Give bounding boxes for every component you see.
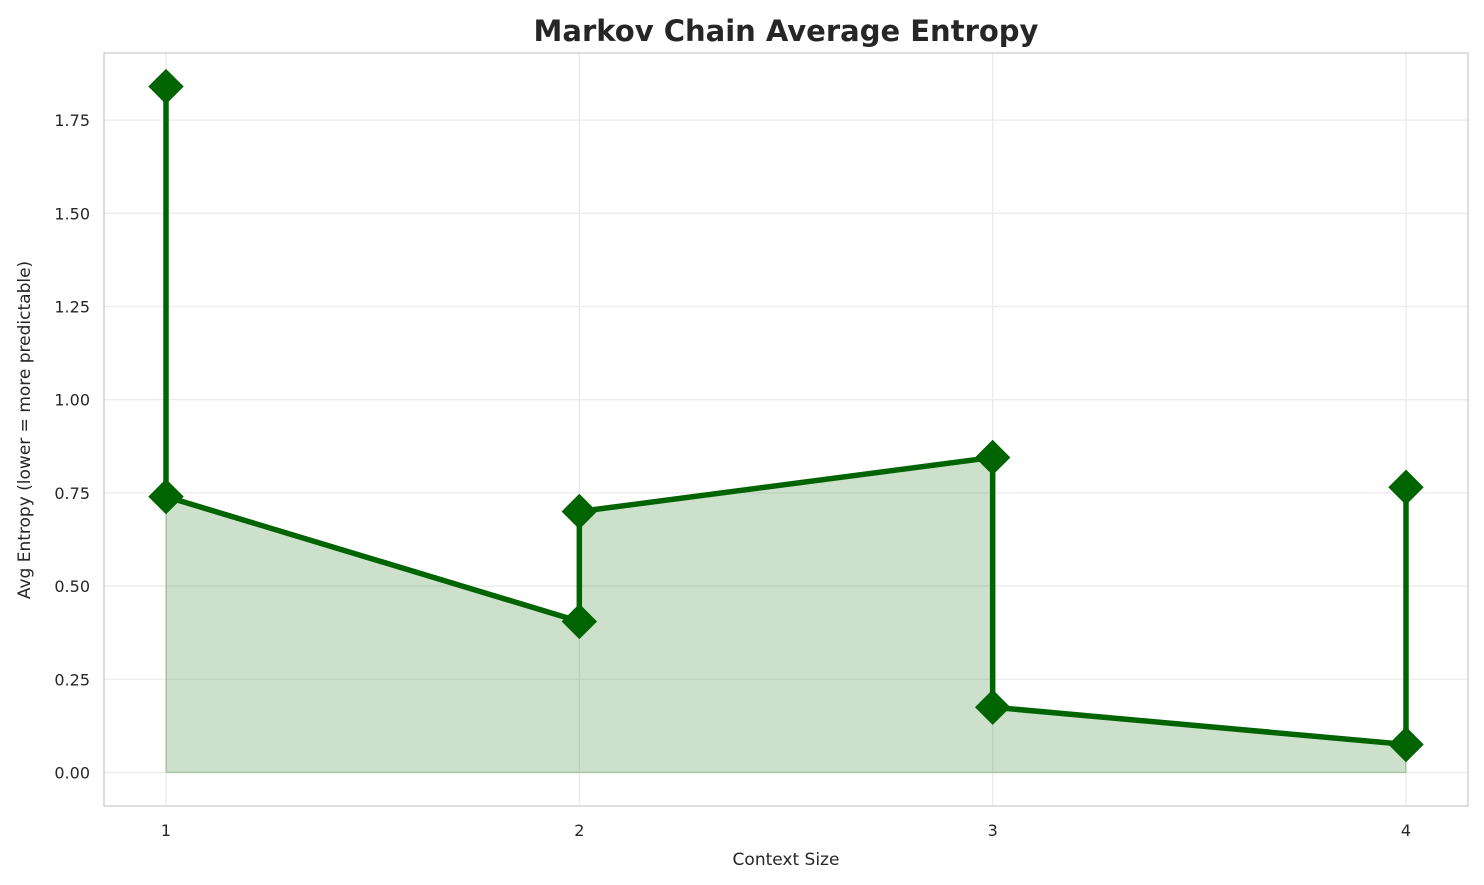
y-tick-label: 0.00 <box>54 763 90 782</box>
grid-lines <box>104 53 1468 806</box>
y-tick-label: 1.50 <box>54 204 90 223</box>
data-point-marker-7 <box>1388 726 1424 763</box>
y-tick-label: 0.50 <box>54 577 90 596</box>
y-tick-label: 1.75 <box>54 111 90 130</box>
plot-frame <box>103 52 1469 807</box>
data-point-marker-4 <box>561 493 598 530</box>
data-point-marker-6 <box>974 689 1011 725</box>
chart-title: Markov Chain Average Entropy <box>534 14 1039 48</box>
x-tick-label: 3 <box>988 821 998 840</box>
x-axis-label: Context Size <box>733 850 840 870</box>
x-tick-label: 1 <box>161 821 171 840</box>
x-tick-label: 4 <box>1401 821 1411 840</box>
y-tick-labels: 0.00 0.25 0.50 0.75 1.00 1.25 1.50 1.75 <box>54 111 90 782</box>
y-tick-label: 1.25 <box>54 297 90 316</box>
series-line <box>163 83 1409 748</box>
y-tick-label: 0.75 <box>54 484 90 503</box>
markers-layer <box>148 68 1424 763</box>
x-tick-labels: 1 2 3 4 <box>161 821 1411 840</box>
y-tick-label: 0.25 <box>54 670 90 689</box>
series-area-fill <box>165 86 1407 774</box>
y-tick-label: 1.00 <box>54 391 90 410</box>
data-point-marker-2 <box>148 478 184 515</box>
area-fill-layer <box>165 86 1407 774</box>
data-point-marker-8 <box>1388 469 1424 505</box>
data-point-marker-1 <box>148 68 184 105</box>
x-tick-label: 2 <box>574 821 584 840</box>
series-line-layer <box>163 83 1409 748</box>
data-point-marker-3 <box>561 603 598 640</box>
y-axis-label: Avg Entropy (lower = more predictable) <box>15 261 35 599</box>
data-point-marker-5 <box>974 439 1011 476</box>
